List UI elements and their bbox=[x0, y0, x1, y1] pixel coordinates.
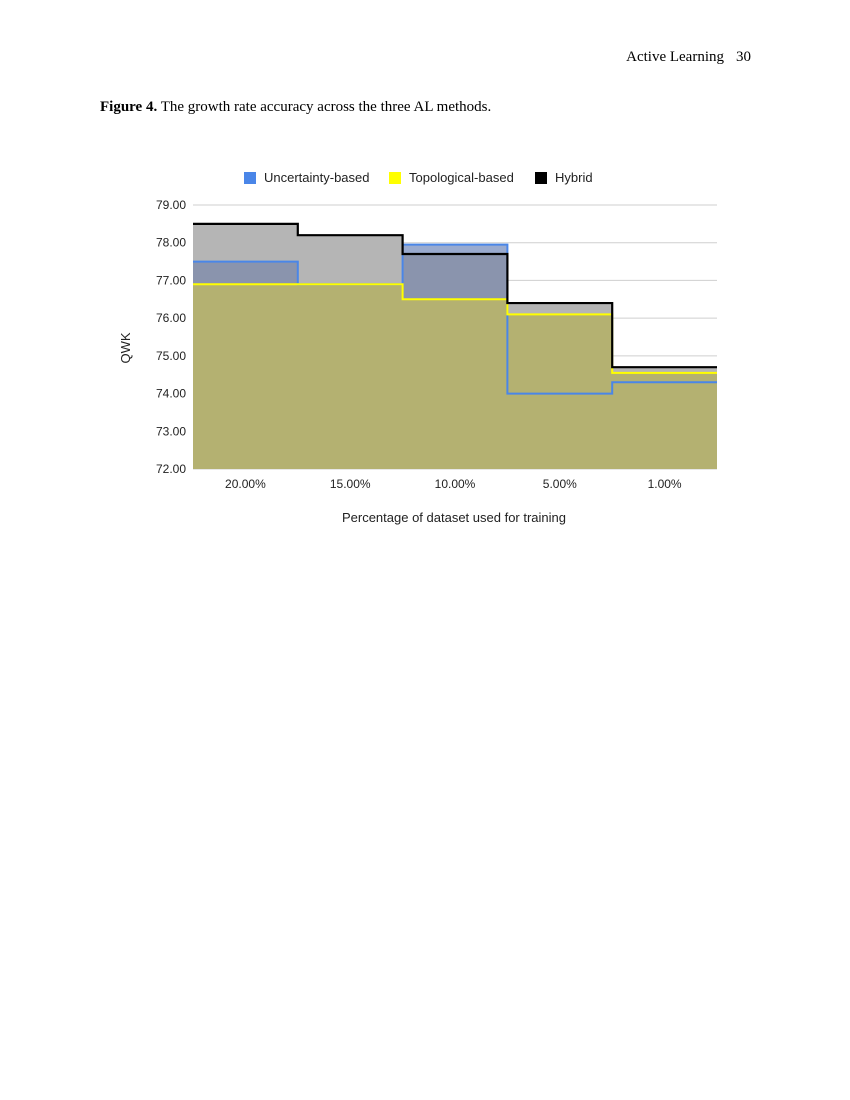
legend-item-hybrid: Hybrid bbox=[535, 170, 593, 185]
chart-legend: Uncertainty-based Topological-based Hybrid bbox=[244, 170, 593, 185]
y-tick-label: 75.00 bbox=[156, 349, 186, 363]
x-tick-label: 20.00% bbox=[225, 477, 266, 491]
x-tick-label: 10.00% bbox=[435, 477, 476, 491]
page-number: 30 bbox=[736, 49, 751, 65]
legend-label: Hybrid bbox=[555, 170, 593, 185]
running-head: Active Learning 30 bbox=[626, 49, 751, 66]
figure-caption: Figure 4. The growth rate accuracy acros… bbox=[100, 99, 491, 116]
y-tick-label: 74.00 bbox=[156, 387, 186, 401]
area-topological-based bbox=[193, 284, 717, 469]
legend-swatch bbox=[244, 172, 256, 184]
y-axis-label: QWK bbox=[118, 332, 133, 363]
running-title: Active Learning bbox=[626, 49, 724, 65]
x-tick-label: 15.00% bbox=[330, 477, 371, 491]
legend-item-uncertainty-based: Uncertainty-based bbox=[244, 170, 370, 185]
figure-caption-text: The growth rate accuracy across the thre… bbox=[160, 99, 492, 115]
y-axis-ticks: 72.00 73.00 74.00 75.00 76.00 77.00 78.00 79.00 bbox=[156, 198, 186, 476]
legend-item-topological-based: Topological-based bbox=[389, 170, 514, 185]
legend-label: Topological-based bbox=[409, 170, 514, 185]
y-tick-label: 76.00 bbox=[156, 311, 186, 325]
legend-label: Uncertainty-based bbox=[264, 170, 370, 185]
chart-overlay bbox=[193, 254, 508, 300]
overlap-1000 bbox=[402, 254, 508, 300]
chart-lines bbox=[193, 222, 717, 395]
legend-swatch bbox=[389, 172, 401, 184]
x-tick-label: 5.00% bbox=[543, 477, 577, 491]
line-uncertainty-based bbox=[193, 243, 717, 395]
figure-label: Figure 4. bbox=[100, 99, 158, 115]
x-axis-ticks: 20.00% 15.00% 10.00% 5.00% 1.00% bbox=[225, 477, 682, 491]
y-tick-label: 73.00 bbox=[156, 424, 186, 438]
legend-swatch bbox=[535, 172, 547, 184]
x-tick-label: 1.00% bbox=[648, 477, 682, 491]
line-hybrid bbox=[193, 222, 717, 369]
y-tick-label: 78.00 bbox=[156, 236, 186, 250]
y-tick-label: 77.00 bbox=[156, 273, 186, 287]
x-axis-label: Percentage of dataset used for training bbox=[342, 510, 566, 525]
step-area-chart: Uncertainty-based Topological-based Hybrid… bbox=[118, 170, 717, 525]
y-tick-label: 72.00 bbox=[156, 462, 186, 476]
overlap-2000 bbox=[193, 261, 298, 285]
y-tick-label: 79.00 bbox=[156, 198, 186, 212]
